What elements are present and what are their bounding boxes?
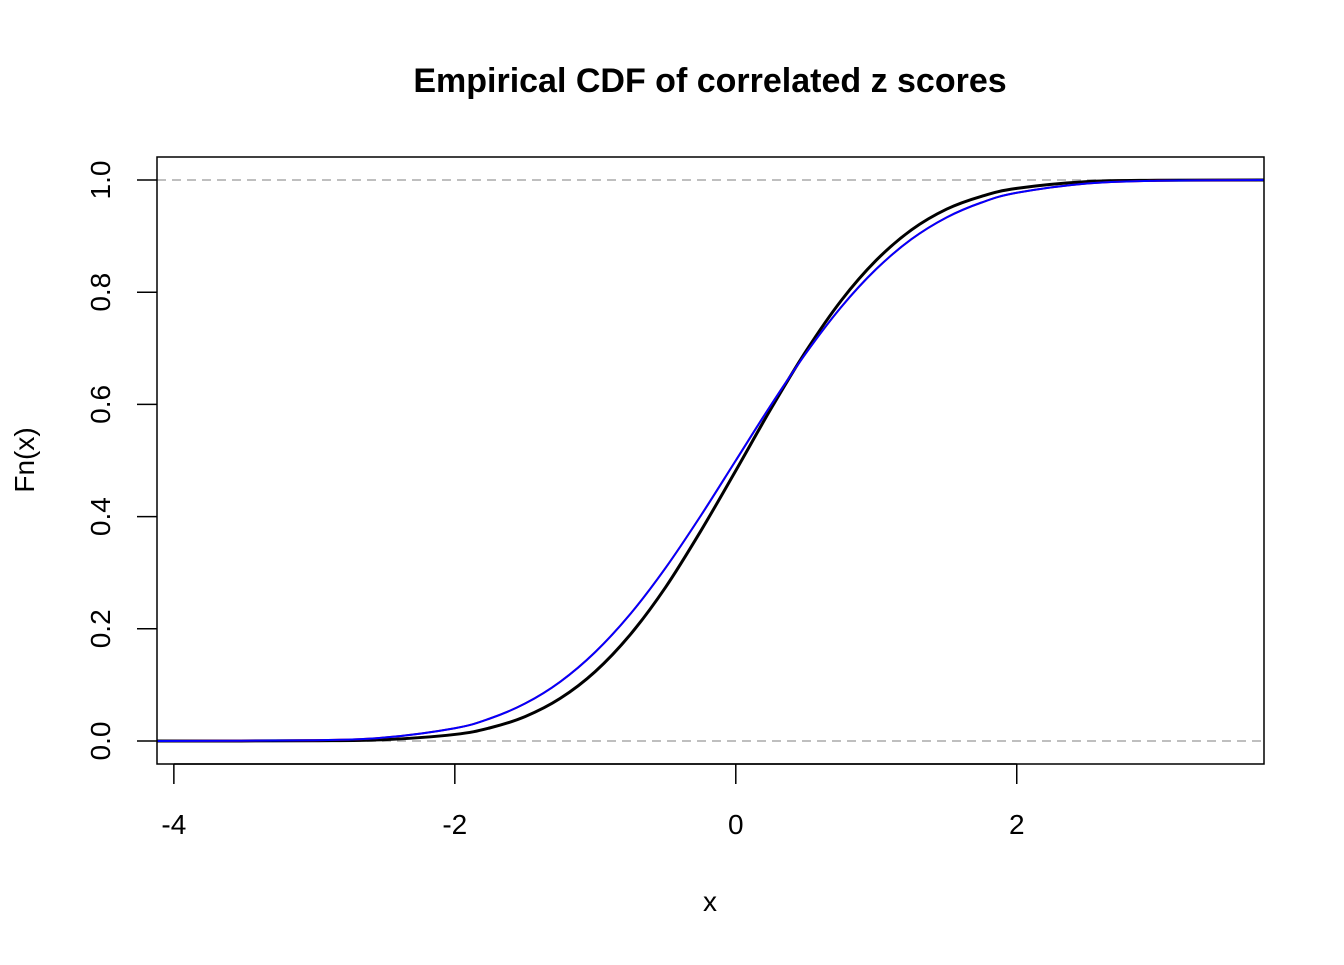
y-tick-label: 1.0	[85, 161, 116, 200]
y-tick-label: 0.8	[85, 273, 116, 312]
series-line-0	[156, 178, 1265, 743]
x-axis-label: x	[703, 886, 717, 917]
y-tick-label: 0.4	[85, 497, 116, 536]
x-tick-label: 0	[728, 809, 744, 840]
y-tick-label: 0.0	[85, 722, 116, 761]
y-tick-label: 0.6	[85, 385, 116, 424]
x-tick-label: 2	[1009, 809, 1025, 840]
y-tick-label: 0.2	[85, 609, 116, 648]
series-line-1	[156, 179, 1265, 742]
x-tick-label: -2	[442, 809, 467, 840]
chart-title: Empirical CDF of correlated z scores	[413, 62, 1006, 100]
x-tick-label: -4	[161, 809, 186, 840]
y-axis-label: Fn(x)	[9, 427, 40, 492]
series-line-2	[156, 179, 1265, 742]
plot-frame	[156, 156, 1265, 765]
